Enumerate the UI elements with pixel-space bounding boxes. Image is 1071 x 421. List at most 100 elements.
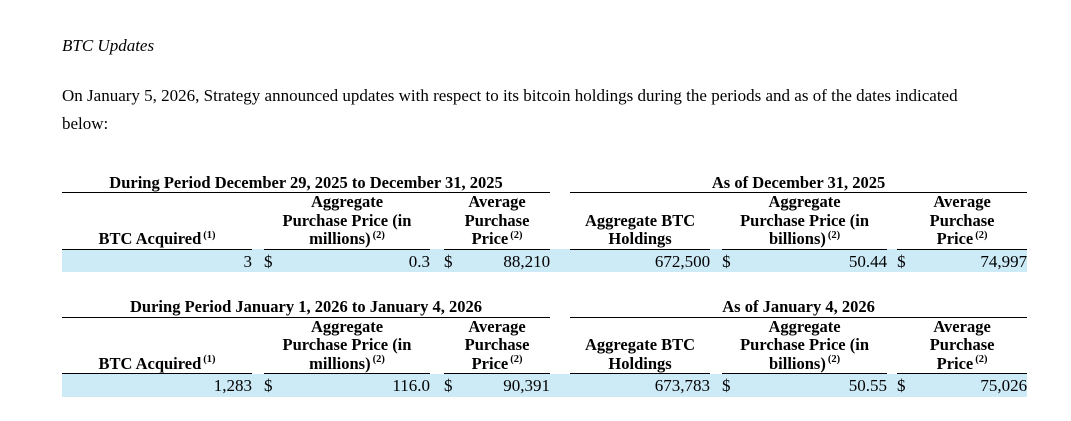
cell-agg-btc-holdings: 673,783: [570, 373, 711, 397]
col-label: millions): [309, 229, 371, 249]
asof-header: As of January 4, 2026: [570, 298, 1028, 318]
section-header-row: During Period December 29, 2025 to Decem…: [62, 173, 1028, 194]
footnote-ref-2: (2): [975, 354, 988, 366]
col-header-avg-price-asof: Average Purchase Price (2): [897, 316, 1028, 375]
cell-avg-price-asof: 75,026: [917, 373, 1028, 397]
col-label: Price: [471, 229, 509, 249]
col-header-btc-acquired: BTC Acquired (1): [62, 192, 252, 250]
col-label: Average: [468, 192, 526, 212]
col-label: Holdings: [608, 229, 672, 249]
col-label: Aggregate BTC: [584, 335, 696, 355]
col-header-btc-acquired: BTC Acquired (1): [62, 317, 252, 375]
table-row: 3 $ 0.3 $ 88,210 672,500 $ 50.44 $ 74,99…: [62, 249, 1028, 273]
currency-symbol: $: [722, 373, 743, 397]
footnote-ref-1: (1): [203, 229, 216, 241]
col-label: Purchase: [464, 335, 530, 355]
footnote-ref-2: (2): [372, 354, 385, 366]
section-gap: [550, 373, 571, 397]
cell-agg-price-billions: 50.55: [742, 373, 888, 397]
col-label: Aggregate: [768, 316, 841, 336]
table-row: 1,283 $ 116.0 $ 90,391 673,783 $ 50.55 $…: [62, 373, 1028, 397]
asof-header: As of December 31, 2025: [570, 173, 1028, 194]
col-gap: [887, 317, 897, 373]
section-gap: [550, 193, 570, 249]
btc-table-december: During Period December 29, 2025 to Decem…: [62, 173, 1028, 273]
col-label: Aggregate: [310, 192, 384, 212]
col-gap: [430, 373, 444, 397]
currency-symbol: $: [444, 373, 464, 397]
currency-symbol: $: [264, 373, 282, 397]
col-header-avg-price-period: Average Purchase Price (2): [444, 192, 551, 250]
intro-paragraph: On January 5, 2026, Strategy announced u…: [62, 86, 958, 133]
col-label: Purchase Price (in: [282, 335, 412, 355]
cell-agg-btc-holdings: 672,500: [570, 249, 711, 273]
col-gap: [710, 193, 722, 249]
col-header-agg-btc-holdings: Aggregate BTC Holdings: [570, 317, 711, 375]
section-header-row: During Period January 1, 2026 to January…: [62, 298, 1028, 318]
col-gap: [252, 317, 264, 373]
cell-btc-acquired: 1,283: [62, 373, 252, 397]
cell-avg-price-period: 88,210: [464, 249, 551, 273]
col-label: Aggregate BTC: [584, 210, 696, 230]
currency-symbol: $: [897, 249, 918, 273]
currency-symbol: $: [444, 249, 464, 273]
col-label: BTC Acquired: [98, 353, 202, 373]
col-label: Purchase Price (in: [740, 210, 870, 230]
cell-avg-price-period: 90,391: [464, 373, 551, 397]
currency-symbol: $: [264, 249, 282, 273]
col-gap: [430, 249, 444, 273]
col-gap: [252, 373, 264, 397]
section-gap: [550, 174, 570, 193]
col-label: millions): [309, 353, 371, 373]
col-header-avg-price-asof: Average Purchase Price (2): [897, 192, 1028, 250]
col-gap: [887, 249, 898, 273]
currency-symbol: $: [722, 249, 743, 273]
col-label: Aggregate: [310, 316, 384, 336]
col-gap: [887, 373, 898, 397]
col-header-agg-price-millions: Aggregate Purchase Price (in millions) (2…: [264, 192, 430, 250]
cell-agg-price-billions: 50.44: [742, 249, 888, 273]
section-gap: [550, 317, 570, 373]
footnote-ref-2: (2): [372, 229, 385, 241]
col-label: Purchase: [464, 210, 530, 230]
col-label: Price: [936, 229, 974, 249]
col-label: Purchase Price (in: [740, 335, 869, 355]
btc-table-january: During Period January 1, 2026 to January…: [62, 298, 1028, 397]
footnote-ref-2: (2): [510, 229, 523, 241]
col-header-agg-price-billions: Aggregate Purchase Price (in billions) (2…: [722, 316, 888, 375]
cell-agg-price-millions: 0.3: [282, 249, 430, 273]
cell-avg-price-asof: 74,997: [917, 249, 1028, 273]
col-header-avg-price-period: Average Purchase Price (2): [444, 317, 551, 375]
col-gap: [252, 249, 264, 273]
column-header-row: BTC Acquired (1) Aggregate Purchase Price…: [62, 192, 1028, 250]
col-label: billions): [769, 229, 826, 249]
page-title: BTC Updates: [62, 36, 155, 55]
footnote-ref-2: (2): [975, 229, 988, 241]
col-gap: [252, 193, 264, 249]
col-label: Price: [471, 353, 509, 373]
cell-btc-acquired: 3: [62, 249, 252, 273]
col-label: Average: [933, 316, 991, 336]
col-label: Average: [933, 192, 991, 212]
col-header-agg-btc-holdings: Aggregate BTC Holdings: [570, 192, 711, 250]
period-header: During Period December 29, 2025 to Decem…: [62, 173, 551, 194]
col-label: Purchase Price (in: [282, 210, 412, 230]
col-label: billions): [768, 353, 826, 373]
footnote-ref-2: (2): [827, 354, 841, 366]
section-gap: [550, 249, 571, 273]
col-label: Purchase: [929, 210, 995, 230]
col-header-agg-price-millions: Aggregate Purchase Price (in millions) (2…: [264, 316, 430, 375]
cell-agg-price-millions: 116.0: [282, 373, 430, 397]
col-gap: [710, 249, 723, 273]
col-label: Holdings: [608, 353, 672, 373]
col-gap: [430, 193, 444, 249]
col-header-agg-price-billions: Aggregate Purchase Price (in billions) (2…: [722, 192, 888, 250]
col-gap: [710, 373, 723, 397]
section-gap: [550, 298, 570, 317]
col-label: Price: [936, 353, 974, 373]
col-label: Purchase: [929, 335, 995, 355]
col-gap: [887, 193, 897, 249]
currency-symbol: $: [897, 373, 918, 397]
column-header-row: BTC Acquired (1) Aggregate Purchase Price…: [62, 316, 1028, 375]
col-gap: [710, 317, 722, 373]
